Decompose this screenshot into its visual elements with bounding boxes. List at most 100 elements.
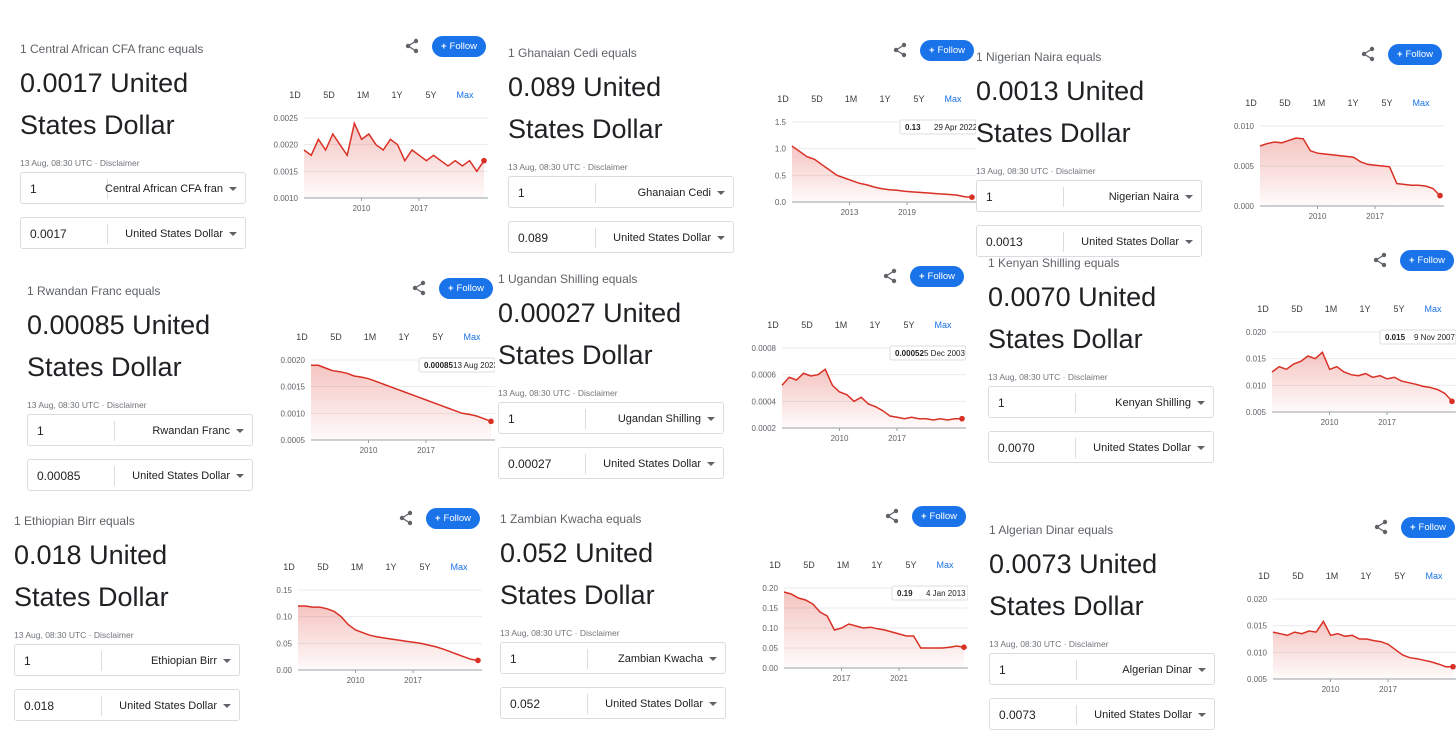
tab-range-max[interactable]: Max <box>463 332 481 342</box>
caret-down-icon[interactable] <box>223 704 231 708</box>
timestamp-disclaimer[interactable]: 13 Aug, 08:30 UTC · Disclaimer <box>976 166 1096 176</box>
tab-range-5y[interactable]: 5Y <box>1394 571 1406 581</box>
tab-range-5y[interactable]: 5Y <box>432 332 444 342</box>
tab-range-max[interactable]: Max <box>936 560 954 570</box>
timestamp-disclaimer[interactable]: 13 Aug, 08:30 UTC · Disclaimer <box>27 400 147 410</box>
follow-button[interactable]: + Follow <box>432 36 486 57</box>
currency-select[interactable]: Algerian Dinar <box>1122 664 1192 676</box>
follow-button[interactable]: + Follow <box>912 506 966 527</box>
caret-down-icon[interactable] <box>1185 240 1193 244</box>
follow-button[interactable]: + Follow <box>1400 250 1454 271</box>
caret-down-icon[interactable] <box>229 187 237 191</box>
tab-range-1d[interactable]: 1D <box>1245 98 1257 108</box>
caret-down-icon[interactable] <box>709 702 717 706</box>
tab-range-5y[interactable]: 5Y <box>425 90 437 100</box>
tab-range-5y[interactable]: 5Y <box>1393 304 1405 314</box>
amount-input[interactable]: 0.00085 <box>37 469 81 483</box>
amount-input[interactable]: 1 <box>508 412 515 426</box>
amount-input[interactable]: 0.0013 <box>986 235 1023 249</box>
caret-down-icon[interactable] <box>1197 446 1205 450</box>
caret-down-icon[interactable] <box>229 232 237 236</box>
share-icon[interactable] <box>411 280 427 296</box>
timestamp-disclaimer[interactable]: 13 Aug, 08:30 UTC · Disclaimer <box>20 158 140 168</box>
tab-range-5d[interactable]: 5D <box>803 560 815 570</box>
currency-select[interactable]: Zambian Kwacha <box>618 653 703 665</box>
currency-select[interactable]: United States Dollar <box>132 470 230 482</box>
tab-range-5d[interactable]: 5D <box>1292 571 1304 581</box>
amount-input[interactable]: 1 <box>30 182 37 196</box>
tab-range-max[interactable]: Max <box>1424 304 1442 314</box>
tab-range-max[interactable]: Max <box>934 320 952 330</box>
tab-range-1d[interactable]: 1D <box>777 94 789 104</box>
rate-chart[interactable]: 0.0008 0.0006 0.0004 0.0002 2010 2017 0.00052 5… <box>726 340 966 470</box>
amount-input[interactable]: 1 <box>986 190 993 204</box>
tab-range-1y[interactable]: 1Y <box>1359 304 1371 314</box>
tab-range-max[interactable]: Max <box>456 90 474 100</box>
share-icon[interactable] <box>884 508 900 524</box>
share-icon[interactable] <box>1373 519 1389 535</box>
tab-range-1m[interactable]: 1M <box>836 560 850 570</box>
tab-range-1d[interactable]: 1D <box>296 332 308 342</box>
timestamp-disclaimer[interactable]: 13 Aug, 08:30 UTC · Disclaimer <box>988 372 1108 382</box>
tab-range-1m[interactable]: 1M <box>350 562 364 572</box>
tab-range-1m[interactable]: 1M <box>834 320 848 330</box>
caret-down-icon[interactable] <box>1198 668 1206 672</box>
amount-input[interactable]: 0.089 <box>518 231 549 245</box>
caret-down-icon[interactable] <box>707 417 715 421</box>
share-icon[interactable] <box>398 510 414 526</box>
currency-select[interactable]: United States Dollar <box>1094 709 1192 721</box>
timestamp-disclaimer[interactable]: 13 Aug, 08:30 UTC · Disclaimer <box>989 639 1109 649</box>
share-icon[interactable] <box>1360 46 1376 62</box>
caret-down-icon[interactable] <box>1198 713 1206 717</box>
tab-range-5d[interactable]: 5D <box>317 562 329 572</box>
caret-down-icon[interactable] <box>717 191 725 195</box>
currency-select[interactable]: United States Dollar <box>603 458 701 470</box>
caret-down-icon[interactable] <box>1197 401 1205 405</box>
tab-range-1y[interactable]: 1Y <box>869 320 881 330</box>
currency-select[interactable]: Ethiopian Birr <box>150 655 217 667</box>
caret-down-icon[interactable] <box>1185 195 1193 199</box>
currency-select[interactable]: Central African CFA fran <box>105 183 223 195</box>
tab-range-5y[interactable]: 5Y <box>419 562 431 572</box>
tab-range-1y[interactable]: 1Y <box>391 90 403 100</box>
share-icon[interactable] <box>1372 252 1388 268</box>
tab-range-1m[interactable]: 1M <box>844 94 858 104</box>
rate-chart[interactable]: 0.20 0.15 0.10 0.05 0.00 2017 2021 0.19 4 Jan 20… <box>728 580 968 710</box>
tab-range-1d[interactable]: 1D <box>767 320 779 330</box>
tab-range-5y[interactable]: 5Y <box>1381 98 1393 108</box>
tab-range-5y[interactable]: 5Y <box>903 320 915 330</box>
tab-range-5d[interactable]: 5D <box>323 90 335 100</box>
currency-select[interactable]: United States Dollar <box>119 700 217 712</box>
tab-range-1m[interactable]: 1M <box>363 332 377 342</box>
tab-range-1y[interactable]: 1Y <box>1360 571 1372 581</box>
tab-range-1m[interactable]: 1M <box>1324 304 1338 314</box>
tab-range-5d[interactable]: 5D <box>811 94 823 104</box>
currency-select[interactable]: United States Dollar <box>125 228 223 240</box>
tab-range-5d[interactable]: 5D <box>801 320 813 330</box>
rate-chart[interactable]: 0.15 0.10 0.05 0.00 2010 2017 <box>242 582 482 712</box>
tab-range-1d[interactable]: 1D <box>283 562 295 572</box>
timestamp-disclaimer[interactable]: 13 Aug, 08:30 UTC · Disclaimer <box>500 628 620 638</box>
tab-range-1y[interactable]: 1Y <box>385 562 397 572</box>
follow-button[interactable]: + Follow <box>910 266 964 287</box>
caret-down-icon[interactable] <box>717 236 725 240</box>
currency-select[interactable]: United States Dollar <box>1093 442 1191 454</box>
currency-select[interactable]: Ugandan Shilling <box>617 413 701 425</box>
amount-input[interactable]: 1 <box>510 652 517 666</box>
currency-select[interactable]: United States Dollar <box>1081 236 1179 248</box>
tab-range-1m[interactable]: 1M <box>1312 98 1326 108</box>
amount-input[interactable]: 0.00027 <box>508 457 552 471</box>
rate-chart[interactable]: 1.5 1.0 0.5 0.0 2013 2019 0.13 29 Apr 2022 <box>736 114 976 244</box>
caret-down-icon[interactable] <box>707 462 715 466</box>
currency-select[interactable]: Rwandan Franc <box>152 425 230 437</box>
follow-button[interactable]: + Follow <box>1388 44 1442 65</box>
rate-chart[interactable]: 0.0025 0.0020 0.0015 0.0010 2010 2017 <box>248 110 488 240</box>
rate-chart[interactable]: 0.010 0.005 0.000 2010 2017 <box>1204 118 1444 248</box>
share-icon[interactable] <box>404 38 420 54</box>
caret-down-icon[interactable] <box>236 474 244 478</box>
currency-select[interactable]: Kenyan Shilling <box>1115 397 1191 409</box>
share-icon[interactable] <box>882 268 898 284</box>
timestamp-disclaimer[interactable]: 13 Aug, 08:30 UTC · Disclaimer <box>498 388 618 398</box>
follow-button[interactable]: + Follow <box>426 508 480 529</box>
tab-range-max[interactable]: Max <box>450 562 468 572</box>
